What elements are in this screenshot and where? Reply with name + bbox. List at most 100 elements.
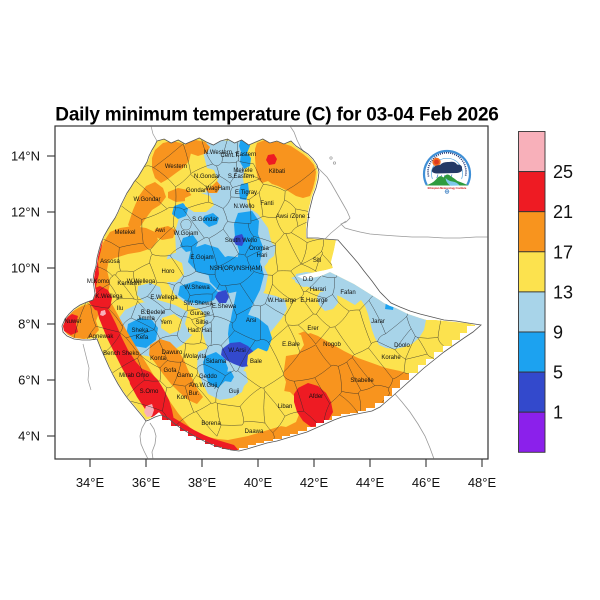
svg-text:Jimma: Jimma <box>137 316 155 322</box>
svg-text:Jarar: Jarar <box>371 319 385 325</box>
svg-text:Agnewak: Agnewak <box>89 334 115 340</box>
svg-text:Awi: Awi <box>155 228 165 234</box>
svg-text:M.Komo: M.Komo <box>87 279 110 285</box>
svg-text:Dawuro: Dawuro <box>162 350 183 356</box>
svg-text:W.Wellega: W.Wellega <box>127 279 156 285</box>
svg-text:Daily minimum temperature (C): Daily minimum temperature (C) for 03-04 … <box>55 105 498 126</box>
svg-text:40°E: 40°E <box>244 475 273 490</box>
svg-text:14°N: 14°N <box>11 149 40 164</box>
svg-text:Yem: Yem <box>160 320 172 326</box>
svg-text:Western: Western <box>165 164 187 170</box>
svg-text:W.Arsi: W.Arsi <box>228 348 245 354</box>
svg-text:Mirab Omo: Mirab Omo <box>119 373 149 379</box>
svg-text:Daawa: Daawa <box>245 429 264 435</box>
svg-text:SW.Shewa: SW.Shewa <box>183 301 213 307</box>
svg-text:N.Gondar: N.Gondar <box>194 174 220 180</box>
svg-text:17: 17 <box>553 242 573 262</box>
svg-text:Kefa: Kefa <box>136 335 149 341</box>
svg-text:S.Eastern: S.Eastern <box>228 174 254 180</box>
svg-text:Erer: Erer <box>307 326 318 332</box>
svg-text:S.Gondar: S.Gondar <box>192 217 218 223</box>
svg-text:D.D: D.D <box>303 277 314 283</box>
svg-text:Korahe: Korahe <box>381 355 401 361</box>
svg-text:10°N: 10°N <box>11 261 40 276</box>
svg-text:Sidama: Sidama <box>206 359 227 365</box>
svg-text:Sheka: Sheka <box>131 328 149 334</box>
svg-text:38°E: 38°E <box>188 475 217 490</box>
svg-text:NSH(OR)/NSH(AM): NSH(OR)/NSH(AM) <box>210 266 263 272</box>
svg-text:South Wello: South Wello <box>225 238 258 244</box>
svg-text:8°N: 8°N <box>18 317 40 332</box>
svg-text:Bale: Bale <box>250 359 263 365</box>
svg-text:Ilu: Ilu <box>117 306 123 312</box>
svg-text:Borena: Borena <box>201 421 221 427</box>
svg-text:1: 1 <box>553 403 563 423</box>
svg-text:Konta: Konta <box>150 356 166 362</box>
svg-text:Eastern: Eastern <box>236 152 257 158</box>
svg-text:Fafan: Fafan <box>340 290 355 296</box>
svg-text:21: 21 <box>553 202 573 222</box>
svg-text:K.Wellega: K.Wellega <box>95 294 123 300</box>
svg-text:Kon: Kon <box>177 395 188 401</box>
svg-text:Afder: Afder <box>309 394 323 400</box>
svg-text:Assosa: Assosa <box>100 259 120 265</box>
svg-text:S.Omo: S.Omo <box>140 389 159 395</box>
svg-text:E.Tigray: E.Tigray <box>235 190 257 196</box>
svg-text:W.Hararge: W.Hararge <box>268 298 297 304</box>
svg-text:Oromia: Oromia <box>249 246 269 252</box>
svg-text:Gamo: Gamo <box>177 373 194 379</box>
svg-text:Awsi /Zone 1: Awsi /Zone 1 <box>276 214 311 220</box>
svg-text:Arsi: Arsi <box>246 318 256 324</box>
svg-text:Harari: Harari <box>310 287 326 293</box>
svg-text:N.Western: N.Western <box>204 150 232 156</box>
svg-text:Shabelle: Shabelle <box>350 378 374 384</box>
svg-text:Wolayita: Wolayita <box>184 354 208 360</box>
svg-text:Liban: Liban <box>278 404 293 410</box>
svg-text:Hal.: Hal. <box>202 328 213 334</box>
svg-text:E.Hararge: E.Hararge <box>300 298 328 304</box>
svg-text:Cent.T.: Cent.T. <box>220 153 239 159</box>
svg-text:Gofa: Gofa <box>163 368 177 374</box>
svg-text:Gondar: Gondar <box>186 188 206 194</box>
svg-text:Kamashi: Kamashi <box>117 281 140 287</box>
svg-text:Horo: Horo <box>161 269 175 275</box>
svg-text:Nuwer: Nuwer <box>64 319 81 325</box>
svg-text:Bench Sheko: Bench Sheko <box>103 351 139 357</box>
svg-text:44°E: 44°E <box>356 475 385 490</box>
svg-text:5: 5 <box>553 363 563 383</box>
svg-text:E.Shewa: E.Shewa <box>212 304 237 310</box>
svg-text:12°N: 12°N <box>11 205 40 220</box>
svg-text:13: 13 <box>553 282 573 302</box>
svg-text:25: 25 <box>553 162 573 182</box>
svg-text:Siti: Siti <box>313 258 321 264</box>
svg-text:Nogob: Nogob <box>323 342 341 348</box>
svg-text:Bur.: Bur. <box>189 391 200 397</box>
svg-text:E.Gojam: E.Gojam <box>190 255 213 261</box>
svg-text:36°E: 36°E <box>132 475 161 490</box>
svg-text:W.Shewa: W.Shewa <box>184 285 210 291</box>
svg-text:Had.: Had. <box>188 328 201 334</box>
svg-text:W.Gojam: W.Gojam <box>174 231 199 237</box>
svg-text:Gurage: Gurage <box>190 311 211 317</box>
svg-text:6°N: 6°N <box>18 373 40 388</box>
svg-text:Guji: Guji <box>229 389 240 395</box>
svg-text:48°E: 48°E <box>468 475 497 490</box>
svg-text:9: 9 <box>553 323 563 343</box>
svg-text:42°E: 42°E <box>300 475 329 490</box>
svg-text:Doolo: Doolo <box>394 343 410 349</box>
svg-text:Metekel: Metekel <box>114 230 135 236</box>
svg-text:46°E: 46°E <box>412 475 441 490</box>
svg-text:E.Wellega: E.Wellega <box>150 295 178 301</box>
svg-text:Am.W.Guji: Am.W.Guji <box>189 383 217 389</box>
svg-text:Siltie: Siltie <box>195 320 209 326</box>
svg-text:B.Bedele: B.Bedele <box>141 310 166 316</box>
svg-text:Fanti: Fanti <box>260 201 273 207</box>
svg-text:Ethiopian Meteorology Institut: Ethiopian Meteorology Institute <box>428 186 467 190</box>
svg-text:Kilbati: Kilbati <box>269 169 285 175</box>
svg-text:Hari: Hari <box>256 253 267 259</box>
svg-text:E.Bale: E.Bale <box>282 342 300 348</box>
svg-text:N.Wello: N.Wello <box>234 204 256 210</box>
svg-text:Mekele: Mekele <box>233 168 253 174</box>
svg-text:34°E: 34°E <box>76 475 105 490</box>
svg-text:Geddo: Geddo <box>199 374 218 380</box>
